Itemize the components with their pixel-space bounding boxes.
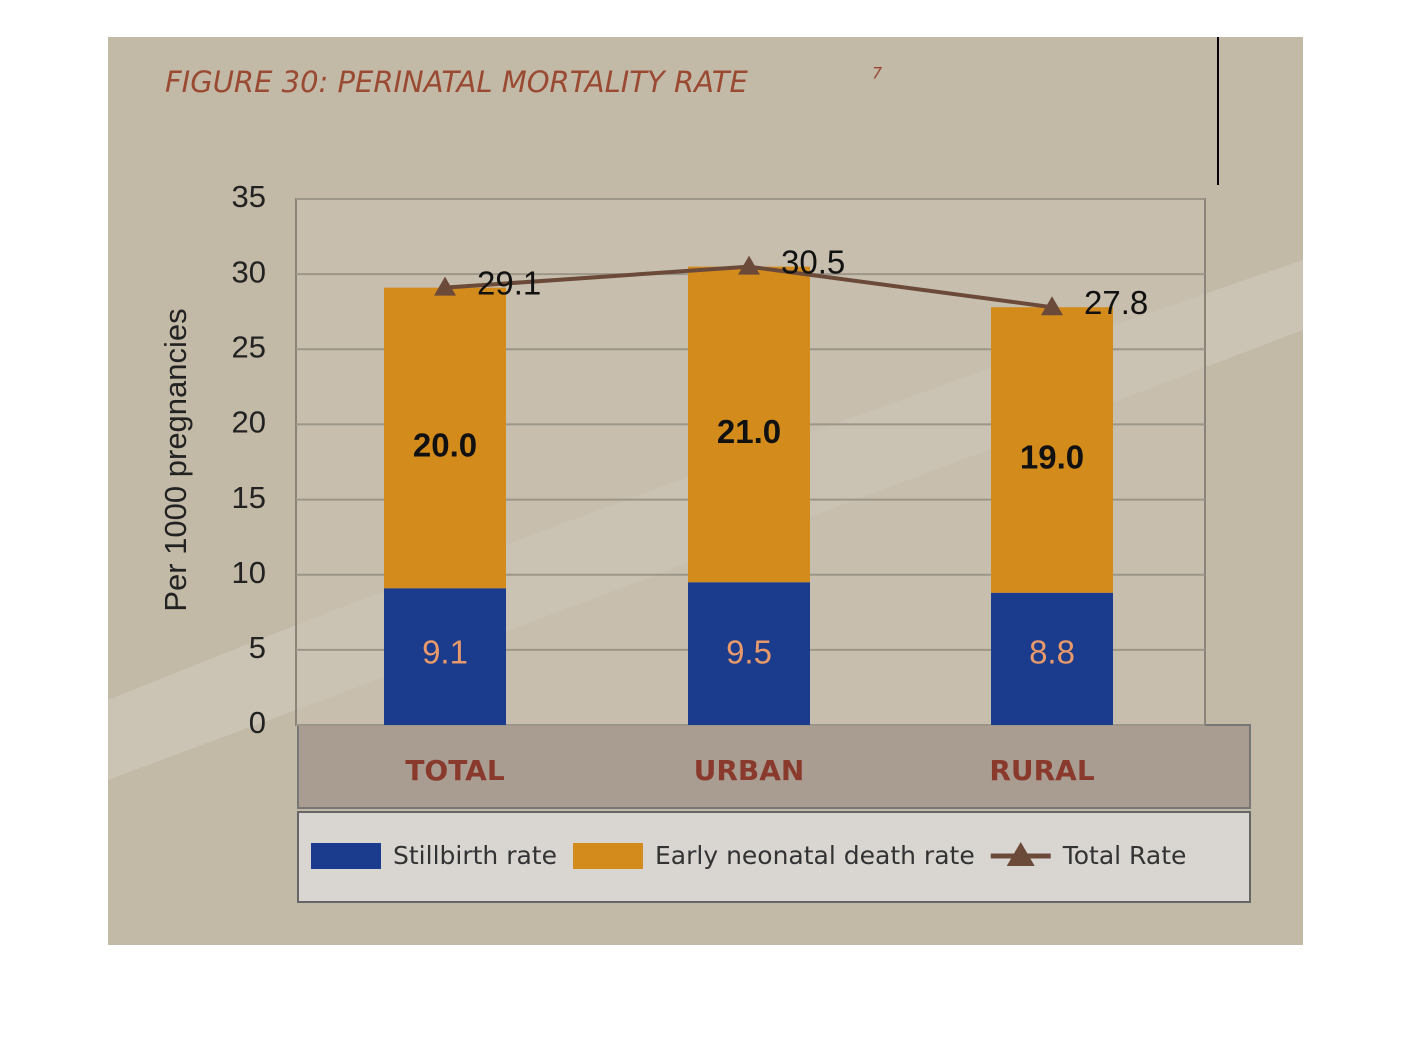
data-label: 30.5 bbox=[781, 243, 845, 280]
data-label: 8.8 bbox=[1029, 634, 1075, 671]
data-label: 20.0 bbox=[413, 427, 477, 464]
y-tick-label: 25 bbox=[232, 329, 266, 364]
data-label: 27.8 bbox=[1084, 284, 1148, 321]
y-tick-label: 5 bbox=[249, 630, 266, 665]
bar-segment bbox=[688, 582, 810, 725]
legend-label: Early neonatal death rate bbox=[655, 841, 975, 870]
y-axis-label: Per 1000 pregnancies bbox=[158, 308, 193, 611]
y-tick-label: 35 bbox=[232, 179, 266, 214]
line-marker bbox=[738, 255, 760, 275]
data-label: 9.5 bbox=[726, 634, 772, 671]
legend-swatch bbox=[311, 843, 381, 869]
data-label: 29.1 bbox=[477, 264, 541, 301]
chart-title: FIGURE 30: PERINATAL MORTALITY RATE bbox=[165, 65, 749, 99]
bar-segment bbox=[384, 287, 506, 589]
bar-segment bbox=[688, 266, 810, 583]
legend-swatch bbox=[1006, 842, 1035, 866]
bar-segment bbox=[384, 588, 506, 725]
bar-segment bbox=[991, 592, 1113, 725]
line-marker bbox=[434, 276, 456, 296]
legend-box bbox=[297, 811, 1251, 903]
data-label: 9.1 bbox=[422, 634, 468, 671]
data-label: 19.0 bbox=[1020, 439, 1084, 476]
category-band bbox=[297, 724, 1251, 809]
x-tick-label: RURAL bbox=[989, 754, 1095, 787]
y-tick-label: 15 bbox=[232, 480, 266, 515]
title-superscript: 7 bbox=[872, 64, 883, 83]
legend-label: Total Rate bbox=[1062, 841, 1187, 870]
y-tick-label: 20 bbox=[232, 405, 266, 440]
bar-segment bbox=[991, 307, 1113, 593]
y-tick-label: 10 bbox=[232, 555, 266, 590]
line-marker bbox=[1041, 296, 1063, 316]
x-tick-label: TOTAL bbox=[405, 754, 504, 787]
y-tick-label: 0 bbox=[249, 705, 266, 740]
legend-swatch bbox=[572, 843, 643, 869]
y-tick-label: 30 bbox=[232, 254, 266, 289]
legend-label: Stillbirth rate bbox=[393, 841, 557, 870]
data-label: 21.0 bbox=[717, 413, 781, 450]
x-tick-label: URBAN bbox=[694, 754, 805, 787]
